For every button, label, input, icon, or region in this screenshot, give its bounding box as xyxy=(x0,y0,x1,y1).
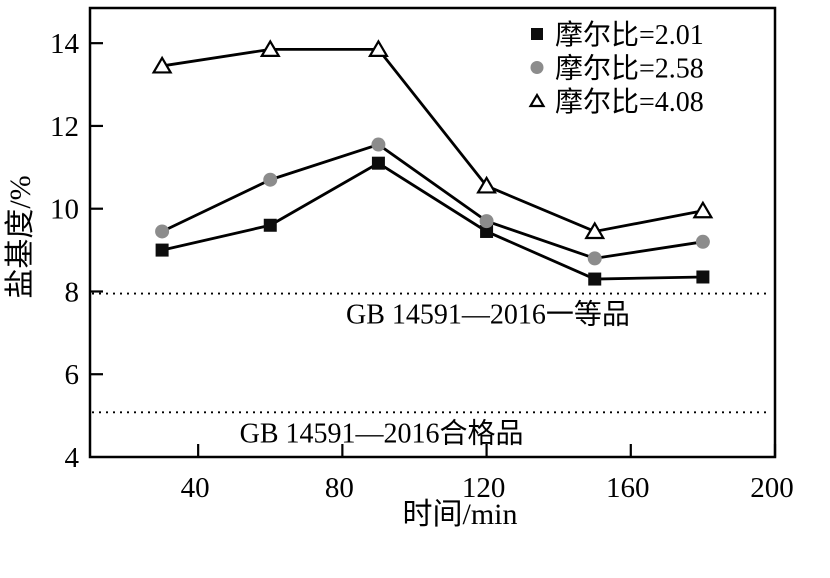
y-tick-label-12: 12 xyxy=(50,111,79,143)
x-tick-label-200: 200 xyxy=(750,472,794,504)
data-point-s1-5 xyxy=(695,234,710,249)
legend-marker-2 xyxy=(528,92,546,108)
data-point-s1-4 xyxy=(587,251,602,266)
data-point-s0-2 xyxy=(371,156,385,170)
data-point-s0-4 xyxy=(588,272,602,286)
x-tick-label-80: 80 xyxy=(325,472,354,504)
data-point-s1-1 xyxy=(263,172,278,187)
series-lines xyxy=(161,47,704,281)
series-line-0 xyxy=(161,161,703,281)
data-point-s2-3 xyxy=(476,175,497,194)
data-point-s0-5 xyxy=(696,270,710,284)
reference-lines: GB 14591—2016一等品 GB 14591—2016合格品 xyxy=(92,292,771,449)
legend-label-0: 摩尔比=2.01 xyxy=(555,19,704,51)
data-point-s2-5 xyxy=(692,200,714,219)
x-axis-title: 时间/min xyxy=(402,498,517,531)
data-point-s0-3 xyxy=(480,224,494,238)
y-tick-label-14: 14 xyxy=(50,28,80,60)
data-point-s0-1 xyxy=(263,218,277,232)
legend-label-2: 摩尔比=4.08 xyxy=(555,86,704,118)
data-point-s2-1 xyxy=(259,39,281,57)
x-tick-label-120: 120 xyxy=(462,472,506,504)
legend-marker-1 xyxy=(530,61,544,74)
legend-item-1: 摩尔比=2.58 xyxy=(530,53,704,85)
y-tick-label-6: 6 xyxy=(65,359,80,391)
legend-item-0: 摩尔比=2.01 xyxy=(531,19,704,51)
series-markers xyxy=(151,39,714,286)
y-tick-label-8: 8 xyxy=(65,276,80,308)
y-axis: 4 6 8 10 12 14 xyxy=(50,28,103,474)
data-point-s0-0 xyxy=(155,243,169,257)
series-line-1 xyxy=(161,143,704,260)
data-point-s2-4 xyxy=(584,221,606,240)
x-tick-label-40: 40 xyxy=(181,472,210,504)
data-point-s2-0 xyxy=(151,55,173,74)
series-line-2 xyxy=(161,47,704,233)
reference-line-label-0: GB 14591—2016一等品 xyxy=(346,299,630,331)
reference-line-label-1: GB 14591—2016合格品 xyxy=(240,417,524,449)
plot-frame xyxy=(88,6,777,459)
legend-label-1: 摩尔比=2.58 xyxy=(555,53,704,85)
data-point-s1-3 xyxy=(479,214,494,229)
y-tick-label-10: 10 xyxy=(50,194,79,226)
data-point-s2-2 xyxy=(368,39,389,57)
y-tick-label-4: 4 xyxy=(65,442,80,474)
data-point-s1-2 xyxy=(371,137,386,152)
legend-item-2: 摩尔比=4.08 xyxy=(528,86,704,118)
data-point-s1-0 xyxy=(155,224,170,239)
legend-marker-0 xyxy=(531,28,543,40)
y-axis-title: 盐基度/% xyxy=(4,175,37,298)
x-axis: 40 80 120 160 200 xyxy=(181,444,794,504)
x-tick-label-160: 160 xyxy=(606,472,650,504)
